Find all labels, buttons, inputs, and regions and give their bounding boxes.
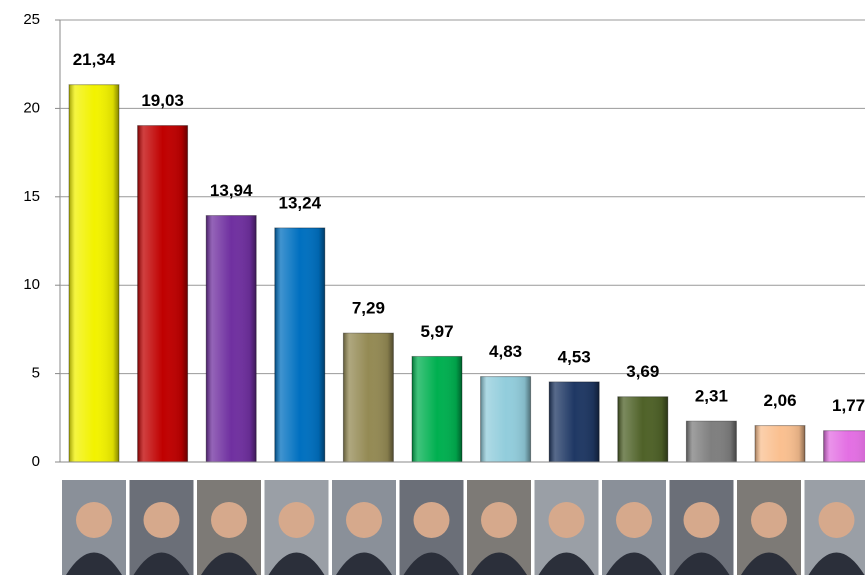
portrait-face [549,502,585,538]
bar [755,426,805,462]
portrait-face [211,502,247,538]
value-label: 3,69 [626,362,659,381]
bar [618,397,668,462]
portrait-face [819,502,855,538]
portrait-face [346,502,382,538]
value-label: 7,29 [352,299,385,318]
bar [824,431,865,462]
portrait-face [684,502,720,538]
value-label: 19,03 [141,91,184,110]
portrait-row [62,480,865,575]
value-label: 21,34 [73,50,116,69]
value-label: 4,83 [489,342,522,361]
portrait-face [616,502,652,538]
bar [686,421,736,462]
y-tick-label: 10 [23,276,40,293]
portrait-face [279,502,315,538]
value-label: 2,31 [695,387,728,406]
y-tick-label: 0 [32,453,40,470]
portrait-face [144,502,180,538]
y-tick-label: 15 [23,188,40,205]
value-label: 1,77 [832,396,865,415]
value-label: 2,06 [763,391,796,410]
value-label: 5,97 [420,322,453,341]
chart: 0 5 10 15 20 25 21,34 19,03 13,94 13,24 7,29 5,97 4,… [0,0,865,575]
value-label: 4,53 [558,347,591,366]
portrait-face [76,502,112,538]
bar [275,228,325,462]
bar [481,377,531,462]
bar [412,356,462,462]
value-label: 13,24 [279,193,322,212]
y-tick-label: 20 [23,99,40,116]
y-tick-label: 5 [32,365,40,382]
bar [206,216,256,462]
bar [138,126,188,462]
bar [69,85,119,462]
bar [549,382,599,462]
y-tick-label: 25 [23,11,40,28]
page: {"chart_data": {"type": "bar", "values":… [0,0,865,575]
bar [343,333,393,462]
value-label: 13,94 [210,181,253,200]
portrait-face [751,502,787,538]
portrait-face [414,502,450,538]
portrait-face [481,502,517,538]
